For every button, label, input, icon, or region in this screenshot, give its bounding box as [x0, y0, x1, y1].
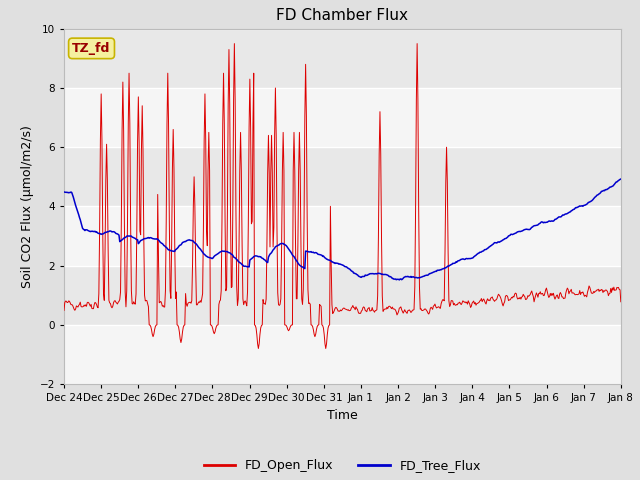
FD_Open_Flux: [428, 305, 436, 311]
FD_Open_Flux: [230, 41, 238, 47]
Title: FD Chamber Flux: FD Chamber Flux: [276, 9, 408, 24]
FD_Open_Flux: [60, 308, 68, 313]
Bar: [64, 325, 621, 384]
FD_Tree_Flux: [428, 270, 435, 276]
FD_Open_Flux: [617, 299, 625, 305]
FD_Tree_Flux: [617, 176, 625, 182]
FD_Open_Flux: [214, 322, 221, 328]
FD_Tree_Flux: [60, 189, 68, 195]
FD_Tree_Flux: [184, 237, 192, 243]
FD_Open_Flux: [184, 300, 192, 306]
Bar: [64, 88, 621, 147]
FD_Tree_Flux: [396, 277, 403, 283]
Legend: FD_Open_Flux, FD_Tree_Flux: FD_Open_Flux, FD_Tree_Flux: [198, 454, 486, 477]
FD_Tree_Flux: [214, 251, 221, 257]
FD_Tree_Flux: [127, 233, 135, 239]
FD_Open_Flux: [70, 306, 78, 312]
Bar: [64, 206, 621, 265]
Text: TZ_fd: TZ_fd: [72, 42, 111, 55]
FD_Open_Flux: [412, 206, 419, 212]
FD_Tree_Flux: [411, 275, 419, 280]
Y-axis label: Soil CO2 Flux (μmol/m2/s): Soil CO2 Flux (μmol/m2/s): [21, 125, 34, 288]
Line: FD_Open_Flux: FD_Open_Flux: [64, 44, 621, 348]
X-axis label: Time: Time: [327, 408, 358, 421]
FD_Open_Flux: [127, 288, 135, 294]
FD_Tree_Flux: [70, 197, 78, 203]
Line: FD_Tree_Flux: FD_Tree_Flux: [64, 179, 621, 280]
FD_Open_Flux: [255, 346, 262, 351]
